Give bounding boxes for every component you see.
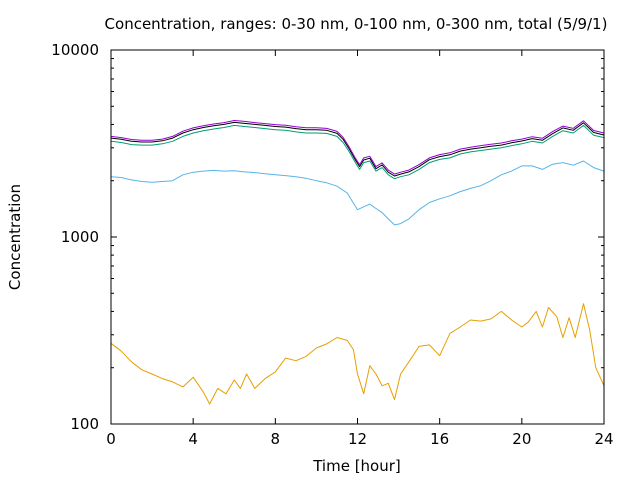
x-tick-label: 20 (512, 430, 531, 448)
x-tick-label: 0 (106, 430, 116, 448)
y-tick-label: 100 (70, 415, 99, 433)
y-tick-label: 10000 (51, 41, 99, 59)
x-tick-label: 8 (271, 430, 281, 448)
y-tick-label: 1000 (61, 228, 99, 246)
plot-frame (110, 49, 605, 425)
x-tick-label: 12 (348, 430, 367, 448)
x-tick-label: 16 (430, 430, 449, 448)
y-axis-label: Concentration (6, 184, 24, 290)
series-line-1 (110, 160, 605, 226)
x-axis-label: Time [hour] (312, 457, 401, 475)
series-line-0 (110, 303, 605, 405)
x-tick-label: 4 (188, 430, 198, 448)
series-line-2 (110, 124, 605, 180)
series-line-4 (110, 120, 605, 175)
series-layer (110, 120, 605, 405)
tick-layer: 0 4 8 12 16 20 24 100 1000 10000 (51, 41, 613, 448)
chart-title: Concentration, ranges: 0-30 nm, 0-100 nm… (105, 15, 608, 33)
x-tick-label: 24 (594, 430, 613, 448)
series-line-3 (110, 121, 605, 177)
